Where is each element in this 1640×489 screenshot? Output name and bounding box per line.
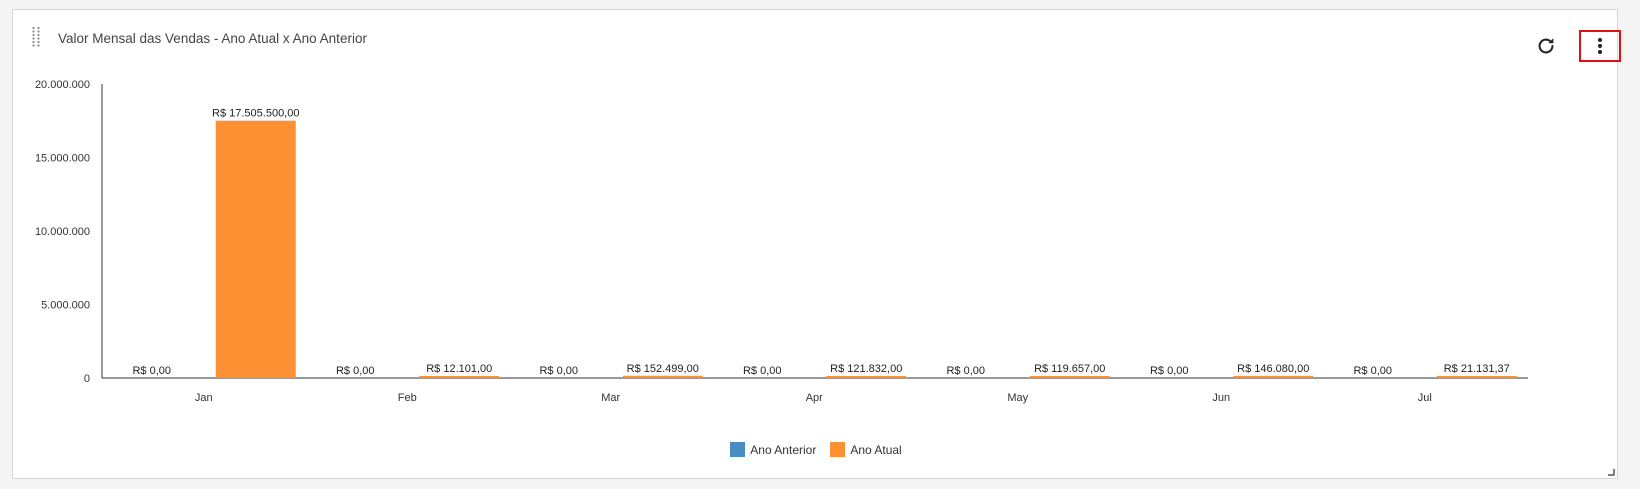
legend-item-ano-anterior[interactable]: Ano Anterior xyxy=(730,442,816,457)
widget-title: Valor Mensal das Vendas - Ano Atual x An… xyxy=(58,31,367,46)
bar-ano-atual xyxy=(1029,376,1110,378)
data-label-ano-anterior: R$ 0,00 xyxy=(946,365,985,377)
legend-swatch-ano-anterior xyxy=(730,442,746,457)
data-label-ano-anterior: R$ 0,00 xyxy=(1353,365,1392,377)
legend-swatch-ano-atual xyxy=(830,442,846,457)
legend-label-ano-anterior: Ano Anterior xyxy=(750,442,817,457)
bar-ano-atual xyxy=(826,376,907,378)
data-label-ano-atual: R$ 152.499,00 xyxy=(627,363,699,375)
bar-ano-atual xyxy=(622,375,703,378)
more-options-button[interactable] xyxy=(1579,30,1621,62)
y-tick-label: 5.000.000 xyxy=(41,300,90,312)
bar-ano-atual xyxy=(419,376,500,378)
y-tick-label: 0 xyxy=(84,373,90,385)
y-tick-label: 20.000.000 xyxy=(35,79,90,91)
more-vertical-icon xyxy=(1598,38,1602,54)
data-label-ano-atual: R$ 17.505.500,00 xyxy=(212,108,299,120)
refresh-icon xyxy=(1538,38,1554,54)
x-tick-label: May xyxy=(1007,392,1028,404)
x-tick-label: Mar xyxy=(601,392,620,404)
data-label-ano-anterior: R$ 0,00 xyxy=(132,365,171,377)
data-label-ano-atual: R$ 12.101,00 xyxy=(426,363,492,375)
bar-ano-atual xyxy=(215,120,296,378)
x-tick-label: Feb xyxy=(398,392,417,404)
x-tick-label: Jan xyxy=(195,392,213,404)
bar-ano-atual xyxy=(1233,375,1314,378)
y-tick-label: 15.000.000 xyxy=(35,153,90,165)
data-label-ano-atual: R$ 121.832,00 xyxy=(830,363,902,375)
x-tick-label: Jun xyxy=(1212,392,1230,404)
data-label-ano-anterior: R$ 0,00 xyxy=(336,365,375,377)
legend-item-ano-atual[interactable]: Ano Atual xyxy=(830,442,902,457)
data-label-ano-atual: R$ 146.080,00 xyxy=(1237,363,1309,375)
legend-label-ano-atual: Ano Atual xyxy=(850,442,902,457)
data-label-ano-anterior: R$ 0,00 xyxy=(539,365,578,377)
bar-ano-atual xyxy=(1436,376,1517,378)
chart-widget: Valor Mensal das Vendas - Ano Atual x An… xyxy=(12,9,1621,479)
x-tick-label: Apr xyxy=(806,392,823,404)
x-tick-label: Jul xyxy=(1418,392,1432,404)
chart-legend: Ano Anterior Ano Atual xyxy=(13,442,1619,457)
y-tick-label: 10.000.000 xyxy=(35,226,90,238)
data-label-ano-anterior: R$ 0,00 xyxy=(743,365,782,377)
data-label-ano-atual: R$ 21.131,37 xyxy=(1444,363,1510,375)
resize-grip-icon[interactable] xyxy=(1607,468,1615,476)
data-label-ano-anterior: R$ 0,00 xyxy=(1150,365,1189,377)
refresh-button[interactable] xyxy=(1533,33,1559,59)
drag-handle-icon[interactable] xyxy=(31,26,41,48)
data-label-ano-atual: R$ 119.657,00 xyxy=(1034,363,1105,375)
bar-chart: 0 5.000.000 10.000.000 15.000.000 20.000.000… xyxy=(35,79,1528,404)
